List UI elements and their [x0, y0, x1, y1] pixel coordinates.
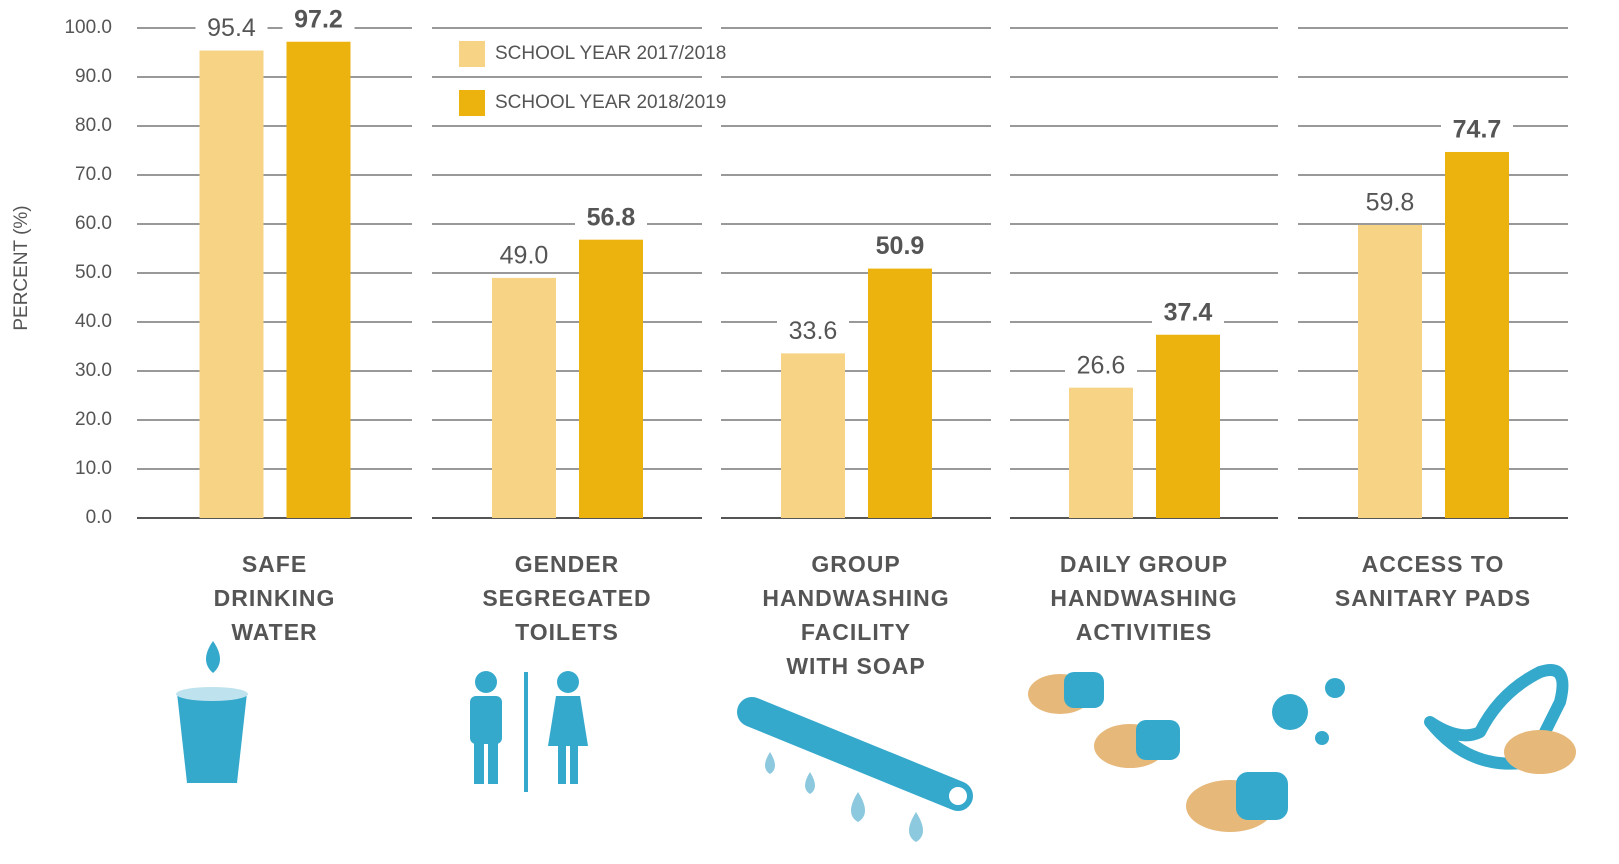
x-tick-label: GROUP HANDWASHING FACILITY WITH SOAP	[726, 547, 986, 683]
bar	[1445, 152, 1509, 518]
y-tick-label: 40.0	[75, 311, 112, 332]
bar	[492, 278, 556, 518]
value-label: 26.6	[1077, 351, 1126, 379]
icon-person	[488, 740, 498, 784]
icon-person	[470, 696, 502, 744]
legend-label: SCHOOL YEAR 2018/2019	[495, 92, 726, 113]
icon-person	[474, 740, 484, 784]
bar	[1358, 225, 1422, 518]
value-label: 59.8	[1366, 189, 1415, 217]
icon-person	[558, 744, 566, 784]
icon-glass-rim	[176, 687, 248, 701]
bar	[579, 240, 643, 518]
x-tick-label: SAFE DRINKING WATER	[145, 547, 405, 649]
y-tick-label: 60.0	[75, 213, 112, 234]
icon-hand	[1504, 730, 1576, 774]
bar	[200, 51, 264, 518]
icon-person	[570, 744, 578, 784]
legend-label: SCHOOL YEAR 2017/2018	[495, 43, 726, 64]
icon-soap	[1136, 720, 1180, 760]
y-tick-label: 20.0	[75, 409, 112, 430]
value-label: 74.7	[1453, 116, 1502, 144]
bar	[287, 42, 351, 518]
icon-soap	[1236, 772, 1288, 820]
x-tick-label: ACCESS TO SANITARY PADS	[1303, 547, 1563, 615]
value-label: 95.4	[207, 14, 256, 42]
value-label: 37.4	[1164, 298, 1213, 326]
icon-person	[548, 696, 588, 746]
y-tick-label: 70.0	[75, 164, 112, 185]
x-tick-label: DAILY GROUP HANDWASHING ACTIVITIES	[1014, 547, 1274, 649]
value-label: 49.0	[500, 242, 549, 270]
icon-person	[557, 671, 579, 693]
y-tick-label: 0.0	[86, 507, 112, 528]
y-tick-label: 30.0	[75, 360, 112, 381]
bar	[1069, 388, 1133, 518]
chart: PERCENT (%) 0.0 10.0 20.0 30.0 40.0 50.0 60.0 7…	[0, 0, 1619, 864]
icon-pipe	[752, 712, 958, 796]
icon-bubble	[1325, 678, 1345, 698]
value-label: 56.8	[587, 203, 636, 231]
bar	[1156, 335, 1220, 518]
bar	[868, 269, 932, 518]
icon-person	[475, 671, 497, 693]
icon-pipe-end	[949, 787, 967, 805]
value-label: 97.2	[294, 5, 343, 33]
icon-bubble	[1315, 731, 1329, 745]
icon-divider	[524, 672, 528, 792]
icon-bubble	[1272, 694, 1308, 730]
y-axis-label: PERCENT (%)	[11, 205, 32, 330]
legend-swatch	[459, 41, 485, 67]
x-tick-label: GENDER SEGREGATED TOILETS	[437, 547, 697, 649]
y-tick-label: 50.0	[75, 262, 112, 283]
page: PERCENT (%) 0.0 10.0 20.0 30.0 40.0 50.0 60.0 7…	[0, 0, 1619, 864]
bar	[781, 353, 845, 518]
icon-soap	[1064, 672, 1104, 708]
icon-glass	[177, 693, 247, 783]
value-label: 33.6	[789, 317, 838, 345]
y-tick-label: 90.0	[75, 66, 112, 87]
y-tick-label: 80.0	[75, 115, 112, 136]
y-tick-label: 10.0	[75, 458, 112, 479]
legend-swatch	[459, 90, 485, 116]
value-label: 50.9	[876, 232, 925, 260]
y-tick-label: 100.0	[64, 17, 112, 38]
